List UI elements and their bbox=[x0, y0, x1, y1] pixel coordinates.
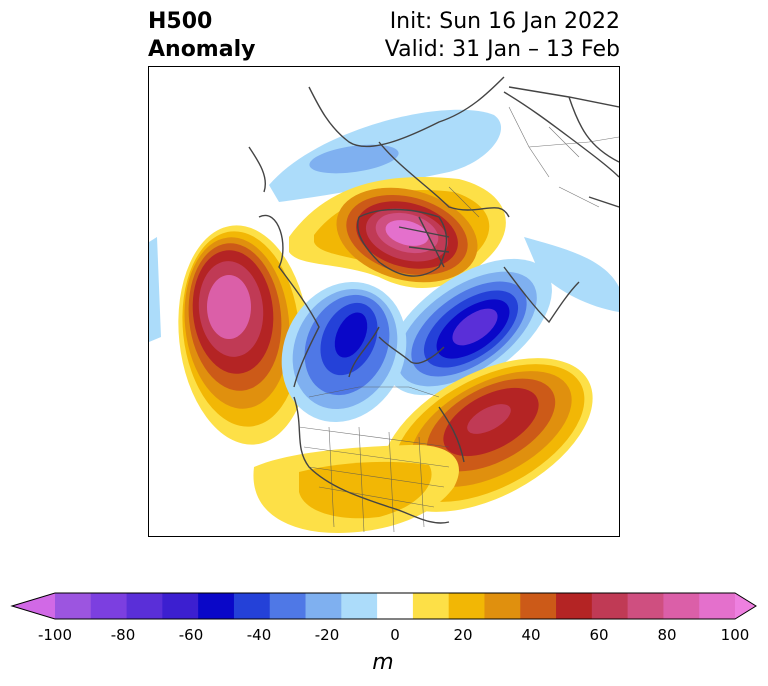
colorbar bbox=[10, 592, 757, 620]
ridge-united-states bbox=[253, 444, 459, 533]
colorbar-outline bbox=[10, 592, 757, 620]
colorbar-bin bbox=[699, 593, 736, 619]
init-date: Init: Sun 16 Jan 2022 bbox=[389, 9, 620, 34]
colorbar-bin bbox=[90, 593, 128, 619]
colorbar-extension-min bbox=[12, 593, 55, 619]
colorbar-tick-label: -40 bbox=[246, 626, 272, 644]
colorbar-tick-label: -20 bbox=[314, 626, 340, 644]
colorbar-bin bbox=[627, 593, 664, 619]
colorbar-unit-label: m bbox=[372, 650, 394, 675]
colorbar-bin bbox=[663, 593, 700, 619]
colorbar-tick-label: 40 bbox=[521, 626, 541, 644]
colorbar-bin bbox=[162, 593, 199, 619]
colorbar-bin bbox=[55, 593, 92, 619]
colorbar-bin bbox=[556, 593, 593, 619]
colorbar-tick-label: 100 bbox=[720, 626, 750, 644]
colorbar-extension-max bbox=[735, 593, 756, 619]
colorbar-bin bbox=[377, 593, 414, 619]
map-panel bbox=[148, 66, 620, 537]
anomaly-map bbox=[149, 76, 619, 533]
coastlines bbox=[248, 76, 619, 524]
colorbar-bin bbox=[269, 593, 307, 619]
colorbar-bin bbox=[341, 593, 378, 619]
borders bbox=[298, 106, 619, 533]
colorbar-bin bbox=[448, 593, 485, 619]
colorbar-tick-label: 80 bbox=[657, 626, 677, 644]
colorbar-bin bbox=[126, 593, 163, 619]
colorbar-bin bbox=[412, 593, 450, 619]
forecast-dates: Init: Sun 16 Jan 2022 Valid: 31 Jan – 13… bbox=[385, 8, 620, 64]
map-title: H500 Anomaly bbox=[148, 8, 255, 64]
colorbar-tick-label: 20 bbox=[453, 626, 473, 644]
valid-period: Valid: 31 Jan – 13 Feb bbox=[384, 37, 620, 62]
colorbar-bin bbox=[198, 593, 235, 619]
ridge-north-pacific bbox=[149, 225, 310, 445]
colorbar-tick-label: -60 bbox=[178, 626, 204, 644]
colorbar-bin bbox=[305, 593, 342, 619]
title-line-1: H500 bbox=[148, 9, 213, 34]
colorbar-bin bbox=[233, 593, 271, 619]
colorbar-tick-label: -100 bbox=[37, 626, 73, 644]
trough-eurasia bbox=[269, 109, 619, 312]
colorbar-bin bbox=[591, 593, 629, 619]
colorbar-tick-label: -80 bbox=[110, 626, 136, 644]
colorbar-bin bbox=[484, 593, 521, 619]
title-line-2: Anomaly bbox=[148, 37, 256, 62]
colorbar-tick-label: 0 bbox=[390, 626, 400, 644]
colorbar-bin bbox=[520, 593, 557, 619]
colorbar-tick-label: 60 bbox=[589, 626, 609, 644]
